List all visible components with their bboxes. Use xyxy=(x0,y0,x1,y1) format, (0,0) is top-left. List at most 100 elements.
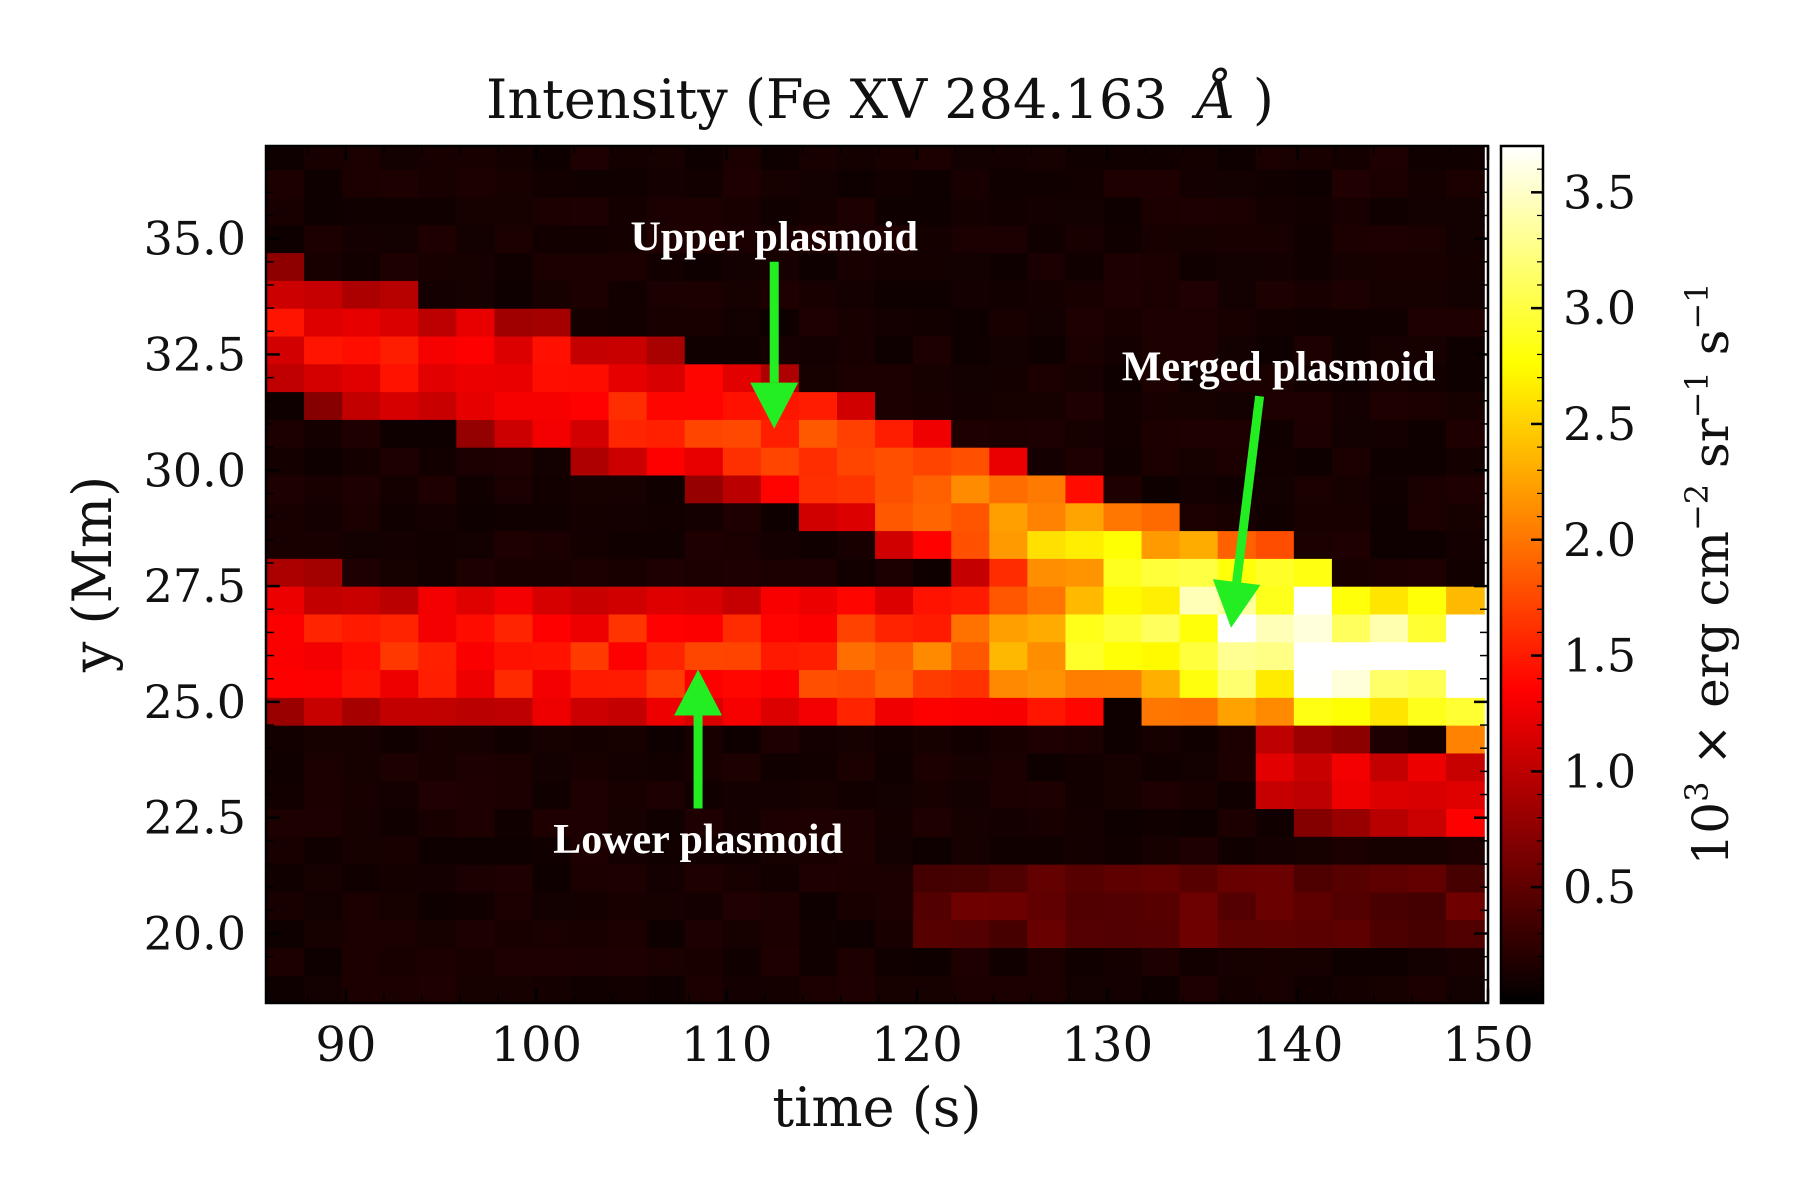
heatmap-cell xyxy=(456,391,496,420)
heatmap-cell xyxy=(837,586,876,615)
heatmap-cell xyxy=(1369,725,1409,754)
heatmap-cell xyxy=(1141,975,1181,1003)
heatmap-cell xyxy=(380,975,419,1003)
heatmap-cell xyxy=(304,947,343,976)
heatmap-cell xyxy=(532,586,572,615)
heatmap-cell xyxy=(1103,502,1143,532)
heatmap-cell xyxy=(608,725,648,754)
heatmap-cell xyxy=(1065,169,1105,198)
heatmap-cell xyxy=(913,502,952,532)
heatmap-cell xyxy=(646,641,686,671)
heatmap-cell xyxy=(1293,530,1333,559)
heatmap-cell xyxy=(760,975,800,1003)
heatmap-cell xyxy=(342,586,381,615)
heatmap-cell xyxy=(837,919,876,949)
heatmap-cell xyxy=(722,975,762,1003)
heatmap-cell xyxy=(1179,808,1219,837)
heatmap-cell xyxy=(1103,641,1143,671)
heatmap-cell xyxy=(646,669,686,698)
heatmap-cell xyxy=(532,725,572,754)
heatmap-cell xyxy=(1141,196,1181,226)
heatmap-cell xyxy=(913,780,952,810)
y-tick-label: 32.5 xyxy=(144,327,246,381)
heatmap-cell xyxy=(875,586,914,615)
heatmap-cell xyxy=(1293,252,1333,281)
heatmap-cell xyxy=(1255,697,1295,726)
heatmap-cell xyxy=(875,780,914,810)
heatmap-cell xyxy=(342,752,381,782)
heatmap-cell xyxy=(722,586,762,615)
heatmap-cell xyxy=(1369,613,1409,643)
heatmap-cell xyxy=(1255,252,1295,281)
heatmap-cell xyxy=(1446,530,1485,559)
heatmap-cell xyxy=(989,252,1028,281)
heatmap-cell xyxy=(570,697,610,726)
colorbar-label-cm: cm xyxy=(1682,531,1740,606)
heatmap-cell xyxy=(646,502,686,532)
heatmap-cell xyxy=(951,586,990,615)
heatmap-cell xyxy=(304,474,343,504)
heatmap-cell xyxy=(456,669,496,698)
heatmap-cell xyxy=(875,891,914,921)
y-axis-ticks: 20.0 22.5 25.0 27.5 30.0 32.5 35.0 xyxy=(144,145,1488,981)
heatmap-cell xyxy=(875,669,914,698)
heatmap-cell xyxy=(1179,558,1219,587)
heatmap-cell xyxy=(837,808,876,837)
heatmap-cell xyxy=(798,169,838,198)
heatmap-cell xyxy=(837,502,876,532)
heatmap-cell xyxy=(722,169,762,198)
colorbar-label-s: s xyxy=(1682,330,1740,356)
heatmap-cell xyxy=(418,919,457,949)
heatmap-cell xyxy=(722,308,762,337)
heatmap-cell xyxy=(456,502,496,532)
heatmap-cell xyxy=(913,586,952,615)
heatmap-cell xyxy=(570,502,610,532)
colorbar-tick-label: 3.0 xyxy=(1563,281,1636,335)
heatmap-cell xyxy=(342,419,381,448)
heatmap-cell xyxy=(1293,919,1333,949)
heatmap-cell xyxy=(418,558,457,587)
heatmap-cell xyxy=(1408,975,1447,1003)
heatmap-cell xyxy=(951,641,990,671)
heatmap-cell xyxy=(1293,502,1333,532)
heatmap-cell xyxy=(418,641,457,671)
heatmap-cell xyxy=(722,419,762,448)
heatmap-cell xyxy=(1103,808,1143,837)
heatmap-cell xyxy=(1293,280,1333,309)
heatmap-cell xyxy=(1179,224,1219,254)
x-tick-label: 140 xyxy=(1252,1017,1344,1073)
heatmap-cell xyxy=(1103,363,1143,393)
heatmap-cell xyxy=(304,975,343,1003)
heatmap-cell xyxy=(1408,752,1447,782)
heatmap-cell xyxy=(837,363,876,393)
heatmap-cell xyxy=(760,280,800,309)
heatmap-cell xyxy=(951,752,990,782)
heatmap-cell xyxy=(1217,864,1257,893)
heatmap-cell xyxy=(532,308,572,337)
heatmap-cell xyxy=(304,224,343,254)
heatmap-cell xyxy=(837,891,876,921)
heatmap-cell xyxy=(570,613,610,643)
heatmap-cell xyxy=(722,808,762,837)
heatmap-cell xyxy=(1369,146,1409,170)
heatmap-cell xyxy=(875,335,914,365)
heatmap-cell xyxy=(1293,146,1333,170)
heatmap-cell xyxy=(342,146,381,170)
heatmap-cell xyxy=(1408,224,1447,254)
heatmap-cell xyxy=(570,391,610,420)
heatmap-cell xyxy=(1027,891,1067,921)
heatmap-cell xyxy=(494,447,534,476)
heatmap-cell xyxy=(266,752,305,782)
heatmap-cell xyxy=(722,530,762,559)
heatmap-cell xyxy=(1027,697,1067,726)
heatmap-cell xyxy=(380,502,419,532)
heatmap-cell xyxy=(532,530,572,559)
heatmap-cell xyxy=(875,808,914,837)
heatmap-cell xyxy=(494,891,534,921)
heatmap-cell xyxy=(1369,697,1409,726)
heatmap-cell xyxy=(494,641,534,671)
heatmap-cell xyxy=(456,780,496,810)
heatmap-cell xyxy=(1141,308,1181,337)
heatmap-cell xyxy=(1141,558,1181,587)
heatmap-cell xyxy=(722,391,762,420)
